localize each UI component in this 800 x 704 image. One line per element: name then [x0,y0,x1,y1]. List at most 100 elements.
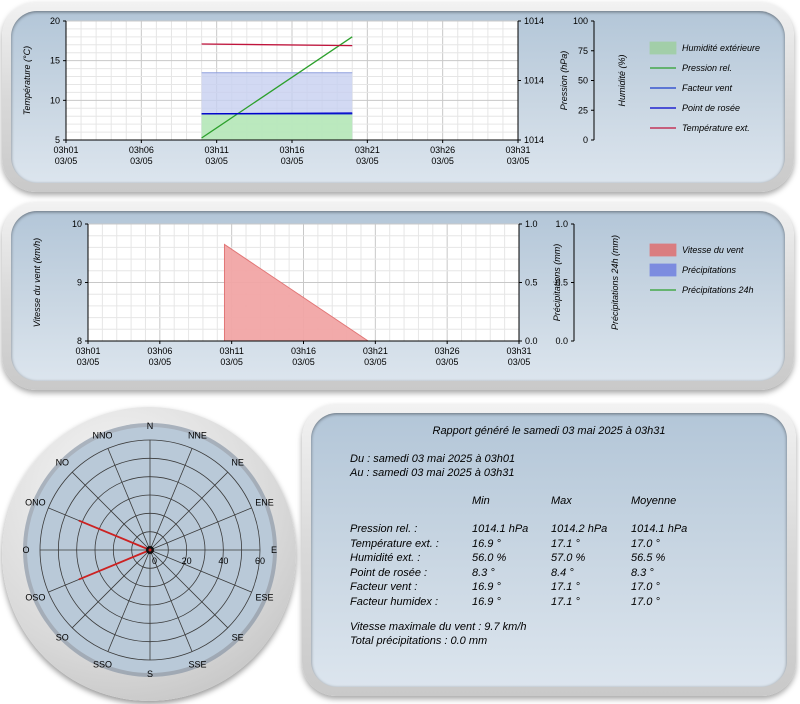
report-row-value: 8.4 ° [551,566,574,579]
report-row-label: Humidité ext. : [350,552,421,564]
rose-direction-label: ONO [25,498,46,508]
rose-direction-label: N [147,421,154,431]
x-tick-sublabel: 03/05 [149,357,172,367]
rose-direction-label: ENE [255,498,274,508]
report-total-precip: Total précipitations : 0.0 mm [350,635,488,647]
report-to: Au : samedi 03 mai 2025 à 03h31 [350,467,515,479]
rose-spoke [71,549,151,629]
legend-label: Température ext. [682,123,750,133]
y-tick-label: 10 [50,95,60,105]
rose-direction-label: E [271,545,277,555]
legend-label: Pression rel. [682,63,732,73]
report-from: Du : samedi 03 mai 2025 à 03h01 [350,453,516,465]
y-tick-label: 10 [72,219,82,229]
rose-spoke [149,549,229,629]
rose-direction-label: NE [231,457,244,467]
report-row-value: 17.0 ° [631,595,660,608]
y2-tick-label: 0.0 [525,336,538,346]
report-row-value: 16.9 ° [472,537,501,550]
series-line [201,36,353,139]
y2-axis-title: Précipitations (mm) [552,244,562,322]
legend-label: Point de rosée [682,103,740,113]
y-tick-label: 15 [50,56,60,66]
rose-direction-label: SO [56,633,69,643]
x-tick-label: 03h11 [219,346,243,356]
report-row-label: Facteur humidex : [350,595,439,608]
report-row-value: 1014.1 hPa [631,523,688,535]
legend-label: Vitesse du vent [682,245,744,255]
report-row-value: 16.9 ° [472,581,501,593]
rose-direction-label: O [22,545,29,555]
rose-spoke [149,507,252,551]
series-line [201,43,353,47]
report-row-value: 17.0 ° [631,581,660,593]
header-min: Min [472,495,490,507]
report-row-value: 8.3 ° [631,566,654,579]
rose-segment [78,549,151,581]
header-max: Max [551,495,572,507]
y-tick-label: 8 [77,336,82,346]
report-bezel [311,413,787,687]
rose-spoke [149,549,252,593]
rose-spoke [149,448,193,551]
y-axis-title: Température (°C) [22,46,32,115]
y3-tick-label: 25 [578,105,588,115]
report-row-value: 17.1 ° [551,581,580,593]
temperature-chart: 03h0103/0503h0603/0503h1103/0503h1603/05… [22,16,760,166]
rose-segment [78,519,151,551]
rose-direction-label: NNO [93,430,113,440]
y3-tick-label: 1.0 [555,219,568,229]
series-area-humidity-lower [201,113,353,140]
y-tick-label: 5 [55,135,60,145]
y-tick-label: 9 [77,278,82,288]
x-tick-label: 03h21 [355,145,380,155]
x-tick-sublabel: 03/05 [292,357,315,367]
x-tick-sublabel: 03/05 [205,156,228,166]
rose-spoke [107,448,151,551]
report-row-value: 56.0 % [472,552,507,564]
legend-swatch [649,263,677,277]
rose-direction-label: OSO [25,592,45,602]
series-line [201,112,353,115]
report-row-value: 57.0 % [551,552,586,564]
x-tick-label: 03h26 [435,346,460,356]
x-tick-label: 03h16 [279,145,304,155]
x-tick-sublabel: 03/05 [507,156,530,166]
report-row-label: Température ext. : [350,537,439,550]
rose-direction-label: NO [56,457,70,467]
x-tick-label: 03h06 [129,145,154,155]
rose-direction-label: SE [232,633,244,643]
report-row-value: 17.1 ° [551,537,580,550]
rose-radial-tick-label: 0 [152,556,157,566]
legend-swatch [649,243,677,257]
report-row-value: 16.9 ° [472,595,501,608]
y2-tick-label: 1014 [524,76,544,86]
x-tick-label: 03h21 [363,346,388,356]
report-panel: Rapport généré le samedi 03 mai 2025 à 0… [302,404,796,696]
y3-tick-label: 75 [578,46,588,56]
wind-chart: 03h0103/0503h0603/0503h1103/0503h1603/05… [32,219,754,367]
y3-tick-label: 0.0 [555,336,568,346]
rose-spoke [107,549,151,652]
y3-tick-label: 0.5 [555,278,568,288]
report-row-label: Pression rel. : [350,523,418,535]
y-tick-label: 20 [50,16,60,26]
x-tick-sublabel: 03/05 [364,357,387,367]
rose-spoke [149,549,193,652]
rose-spoke [149,471,229,551]
x-tick-sublabel: 03/05 [431,156,454,166]
y2-tick-label: 0.5 [525,278,538,288]
legend-label: Facteur vent [682,83,733,93]
y3-axis-title: Humidité (%) [617,54,627,106]
rose-direction-label: SSE [188,660,206,670]
rose-center-pin [148,548,152,552]
x-tick-sublabel: 03/05 [356,156,379,166]
x-tick-label: 03h31 [505,145,530,155]
header-mean: Moyenne [631,495,677,507]
x-tick-sublabel: 03/05 [77,357,100,367]
report-row-label: Point de rosée : [350,566,428,579]
legend-swatch [649,41,677,55]
y-axis-title: Vitesse du vent (km/h) [32,238,42,327]
y3-tick-label: 0 [583,135,588,145]
x-tick-sublabel: 03/05 [436,357,459,367]
